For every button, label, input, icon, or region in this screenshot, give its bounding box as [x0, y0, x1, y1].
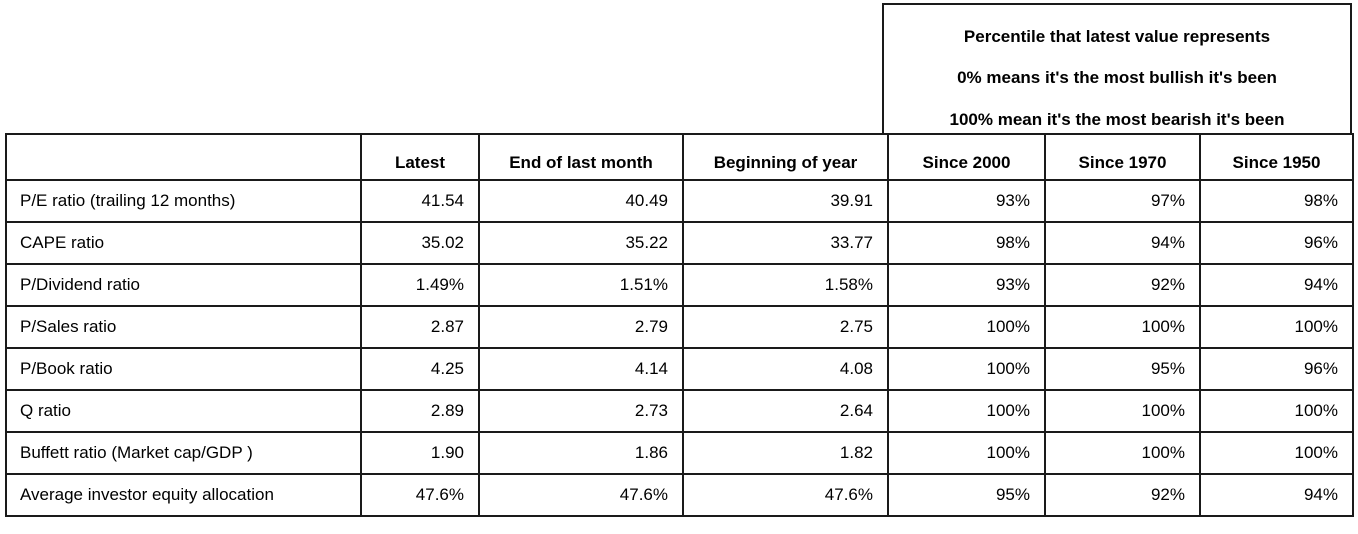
- cell-since-2000: 100%: [887, 431, 1046, 475]
- row-label: Q ratio: [5, 389, 362, 433]
- header-beginning-of-year: Beginning of year: [682, 133, 889, 181]
- table-header-row: Latest End of last month Beginning of ye…: [5, 133, 1354, 181]
- cell-beginning-of-year: 1.58%: [682, 263, 889, 307]
- percentile-note-box: Percentile that latest value represents …: [882, 3, 1352, 135]
- cell-since-1950: 100%: [1199, 305, 1354, 349]
- valuation-table: Latest End of last month Beginning of ye…: [5, 133, 1354, 517]
- cell-since-1970: 95%: [1044, 347, 1201, 391]
- cell-latest: 47.6%: [360, 473, 480, 517]
- cell-since-2000: 100%: [887, 305, 1046, 349]
- header-end-of-last-month: End of last month: [478, 133, 684, 181]
- table-row: Buffett ratio (Market cap/GDP ) 1.90 1.8…: [5, 431, 1354, 475]
- row-label: P/Sales ratio: [5, 305, 362, 349]
- cell-since-1950: 96%: [1199, 347, 1354, 391]
- cell-since-1970: 92%: [1044, 473, 1201, 517]
- cell-since-1970: 92%: [1044, 263, 1201, 307]
- cell-since-1970: 100%: [1044, 389, 1201, 433]
- row-label: P/Dividend ratio: [5, 263, 362, 307]
- cell-end-of-last-month: 35.22: [478, 221, 684, 265]
- percentile-note-line-1: Percentile that latest value represents: [963, 27, 1271, 46]
- row-label: P/E ratio (trailing 12 months): [5, 179, 362, 223]
- cell-beginning-of-year: 47.6%: [682, 473, 889, 517]
- header-since-2000: Since 2000: [887, 133, 1046, 181]
- cell-latest: 35.02: [360, 221, 480, 265]
- percentile-note-line-3: 100% mean it's the most bearish it's bee…: [949, 110, 1285, 129]
- cell-since-1950: 100%: [1199, 389, 1354, 433]
- cell-end-of-last-month: 1.51%: [478, 263, 684, 307]
- cell-end-of-last-month: 1.86: [478, 431, 684, 475]
- table-row: Q ratio 2.89 2.73 2.64 100% 100% 100%: [5, 389, 1354, 433]
- cell-beginning-of-year: 2.64: [682, 389, 889, 433]
- table-row: P/Sales ratio 2.87 2.79 2.75 100% 100% 1…: [5, 305, 1354, 349]
- cell-end-of-last-month: 2.79: [478, 305, 684, 349]
- table-row: P/E ratio (trailing 12 months) 41.54 40.…: [5, 179, 1354, 223]
- cell-latest: 1.49%: [360, 263, 480, 307]
- cell-end-of-last-month: 40.49: [478, 179, 684, 223]
- row-label: P/Book ratio: [5, 347, 362, 391]
- cell-latest: 4.25: [360, 347, 480, 391]
- cell-end-of-last-month: 4.14: [478, 347, 684, 391]
- row-label: CAPE ratio: [5, 221, 362, 265]
- table-row: P/Dividend ratio 1.49% 1.51% 1.58% 93% 9…: [5, 263, 1354, 307]
- cell-since-1970: 94%: [1044, 221, 1201, 265]
- cell-beginning-of-year: 4.08: [682, 347, 889, 391]
- cell-beginning-of-year: 39.91: [682, 179, 889, 223]
- table-row: P/Book ratio 4.25 4.14 4.08 100% 95% 96%: [5, 347, 1354, 391]
- cell-beginning-of-year: 33.77: [682, 221, 889, 265]
- cell-since-2000: 100%: [887, 347, 1046, 391]
- cell-beginning-of-year: 1.82: [682, 431, 889, 475]
- cell-latest: 2.89: [360, 389, 480, 433]
- cell-since-1950: 94%: [1199, 473, 1354, 517]
- cell-since-1950: 100%: [1199, 431, 1354, 475]
- cell-latest: 1.90: [360, 431, 480, 475]
- cell-since-2000: 93%: [887, 263, 1046, 307]
- cell-since-2000: 93%: [887, 179, 1046, 223]
- cell-since-2000: 100%: [887, 389, 1046, 433]
- cell-latest: 2.87: [360, 305, 480, 349]
- header-latest: Latest: [360, 133, 480, 181]
- cell-since-1970: 100%: [1044, 305, 1201, 349]
- cell-since-1970: 100%: [1044, 431, 1201, 475]
- header-since-1970: Since 1970: [1044, 133, 1201, 181]
- cell-end-of-last-month: 47.6%: [478, 473, 684, 517]
- cell-since-1950: 96%: [1199, 221, 1354, 265]
- table-row: CAPE ratio 35.02 35.22 33.77 98% 94% 96%: [5, 221, 1354, 265]
- cell-since-2000: 98%: [887, 221, 1046, 265]
- table-row: Average investor equity allocation 47.6%…: [5, 473, 1354, 517]
- cell-since-1950: 98%: [1199, 179, 1354, 223]
- header-since-1950: Since 1950: [1199, 133, 1354, 181]
- cell-since-1950: 94%: [1199, 263, 1354, 307]
- cell-since-1970: 97%: [1044, 179, 1201, 223]
- row-label: Average investor equity allocation: [5, 473, 362, 517]
- cell-end-of-last-month: 2.73: [478, 389, 684, 433]
- percentile-note-line-2: 0% means it's the most bullish it's been: [957, 68, 1277, 87]
- row-label: Buffett ratio (Market cap/GDP ): [5, 431, 362, 475]
- cell-latest: 41.54: [360, 179, 480, 223]
- header-metric: [5, 133, 362, 181]
- cell-since-2000: 95%: [887, 473, 1046, 517]
- cell-beginning-of-year: 2.75: [682, 305, 889, 349]
